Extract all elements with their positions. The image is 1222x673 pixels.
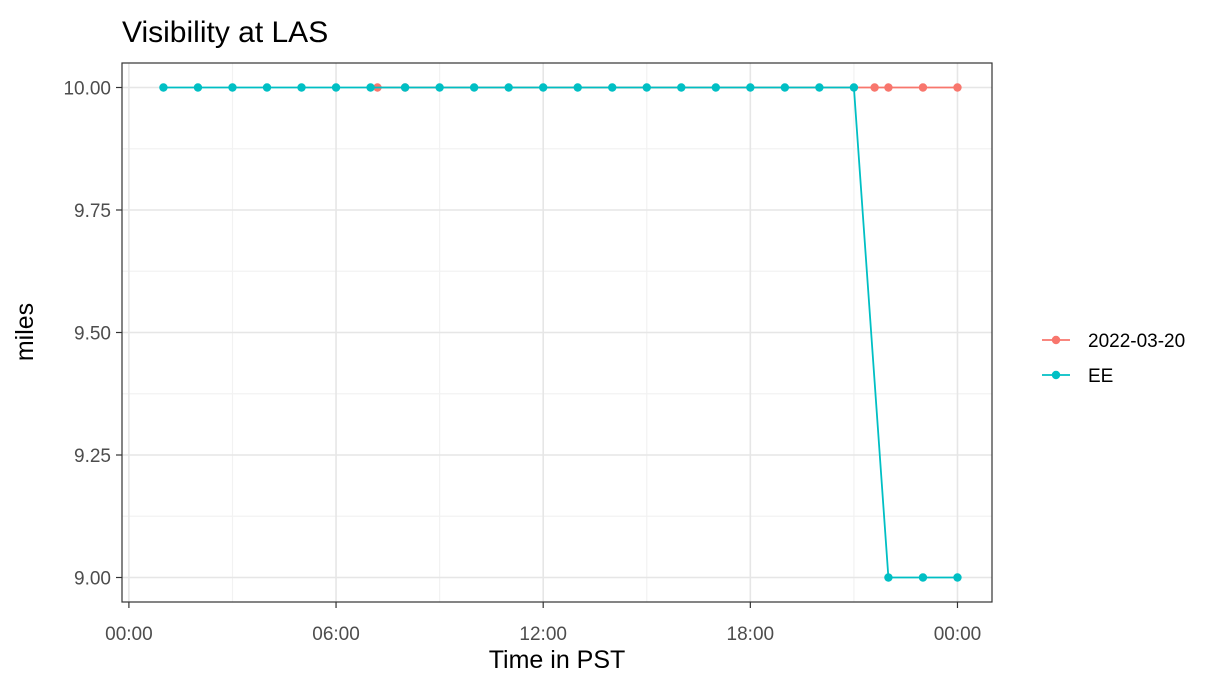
legend: 2022-03-20 EE [1042, 331, 1185, 387]
data-point [469, 83, 479, 92]
data-point [711, 83, 721, 92]
y-tick-label: 9.25 [74, 446, 111, 467]
data-point [400, 83, 410, 92]
data-point [677, 83, 686, 92]
data-point [884, 573, 893, 582]
y-tick-label: 9.50 [74, 324, 111, 345]
data-point [815, 83, 824, 92]
data-point [780, 83, 790, 92]
data-point [573, 83, 582, 92]
series-2 [159, 83, 962, 582]
x-tick-label: 00:00 [934, 624, 982, 645]
y-tick-label: 10.00 [63, 79, 111, 100]
data-point [608, 83, 617, 92]
x-tick-label: 00:00 [105, 624, 153, 645]
data-point [228, 83, 237, 92]
legend-item: 2022-03-20 [1042, 331, 1185, 352]
data-point [262, 83, 272, 92]
grid [122, 63, 992, 602]
data-point [297, 83, 306, 92]
x-tick-label: 12:00 [519, 624, 567, 645]
data-point [953, 83, 962, 92]
legend-item: EE [1042, 366, 1113, 387]
data-point [504, 83, 513, 92]
data-point [746, 83, 755, 92]
data-point [953, 573, 962, 582]
y-tick-label: 9.00 [74, 569, 111, 590]
data-point [870, 83, 879, 92]
data-point [366, 83, 375, 92]
x-axis-title: Time in PST [489, 646, 626, 673]
legend-key-point [1051, 370, 1061, 380]
chart-title: Visibility at LAS [122, 16, 328, 49]
data-point [538, 83, 548, 92]
data-point [918, 83, 928, 92]
axes: 00:00 06:00 12:00 18:00 00:00 9.00 9.25 9.50 9.7… [63, 79, 981, 646]
data-point [642, 83, 651, 92]
legend-label: 2022-03-20 [1088, 331, 1185, 352]
data-point [435, 83, 444, 92]
x-tick-label: 18:00 [727, 624, 775, 645]
legend-label: EE [1088, 366, 1113, 387]
series-line [163, 86, 958, 579]
data-point [884, 83, 893, 92]
y-axis-title: miles [11, 303, 39, 361]
data-point [331, 83, 341, 92]
data-point [193, 83, 203, 92]
data-point [159, 83, 168, 92]
data-point [849, 83, 859, 92]
x-tick-label: 06:00 [312, 624, 360, 645]
series-layer [159, 83, 962, 582]
legend-key-point [1051, 335, 1061, 345]
y-tick-label: 9.75 [74, 201, 111, 222]
data-point [918, 573, 928, 582]
